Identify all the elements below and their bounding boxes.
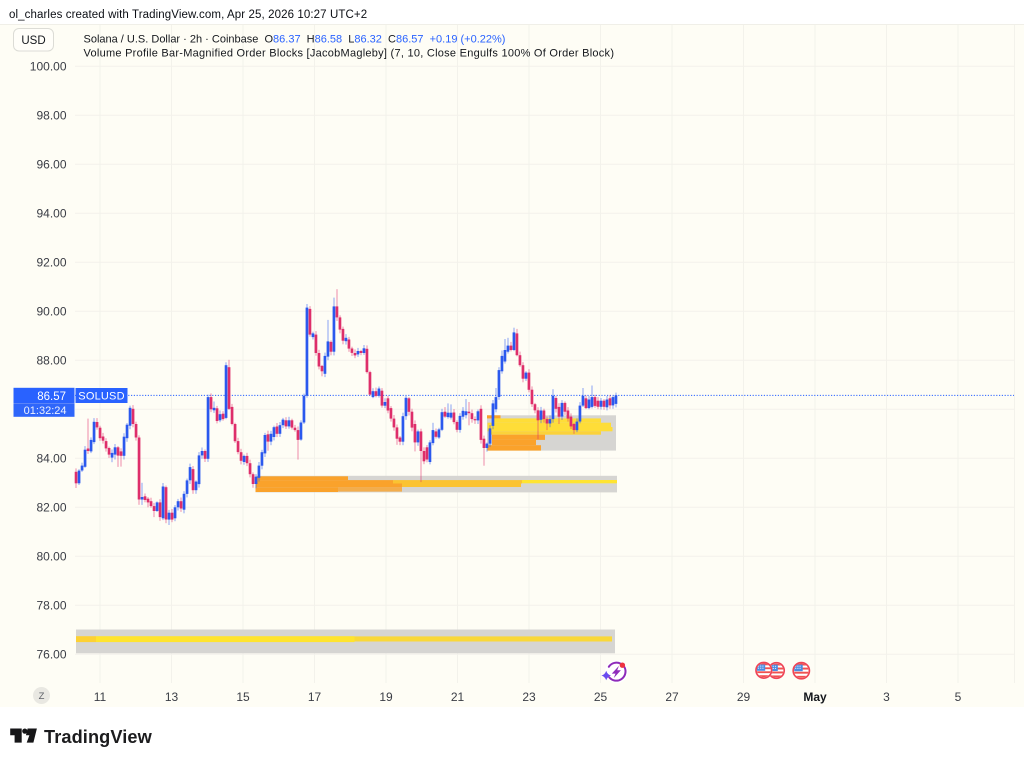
svg-text:13: 13 [165,690,179,704]
svg-text:11: 11 [94,690,107,704]
svg-text:ol_charles created with Tradin: ol_charles created with TradingView.com,… [9,9,367,21]
svg-text:27: 27 [665,690,679,704]
svg-text:Volume Profile Bar-Magnified O: Volume Profile Bar-Magnified Order Block… [84,48,615,60]
svg-text:92.00: 92.00 [36,256,66,270]
svg-text:01:32:24: 01:32:24 [24,405,67,417]
svg-text:86.57: 86.57 [37,391,66,403]
svg-text:94.00: 94.00 [36,207,66,221]
svg-text:88.00: 88.00 [36,354,66,368]
svg-text:USD: USD [21,35,45,47]
svg-text:98.00: 98.00 [36,109,66,123]
svg-text:15: 15 [236,690,250,704]
svg-text:25: 25 [594,690,608,704]
svg-text:Z: Z [39,691,45,702]
svg-text:96.00: 96.00 [36,158,66,172]
svg-text:TradingView: TradingView [44,727,153,747]
svg-text:3: 3 [883,690,890,704]
svg-text:19: 19 [379,690,393,704]
svg-text:23: 23 [522,690,536,704]
svg-text:5: 5 [955,690,962,704]
svg-text:17: 17 [308,690,322,704]
svg-text:76.00: 76.00 [36,648,66,662]
svg-text:SOLUSD: SOLUSD [78,391,124,403]
svg-text:Solana / U.S. Dollar · 2h · Co: Solana / U.S. Dollar · 2h · Coinbase O86… [84,34,506,46]
svg-text:90.00: 90.00 [36,305,66,319]
svg-text:80.00: 80.00 [36,550,66,564]
svg-text:82.00: 82.00 [36,501,66,515]
svg-text:78.00: 78.00 [36,599,66,613]
svg-text:84.00: 84.00 [36,452,66,466]
svg-text:May: May [803,690,827,704]
svg-text:29: 29 [737,690,751,704]
svg-text:100.00: 100.00 [30,60,67,74]
svg-text:21: 21 [451,690,465,704]
